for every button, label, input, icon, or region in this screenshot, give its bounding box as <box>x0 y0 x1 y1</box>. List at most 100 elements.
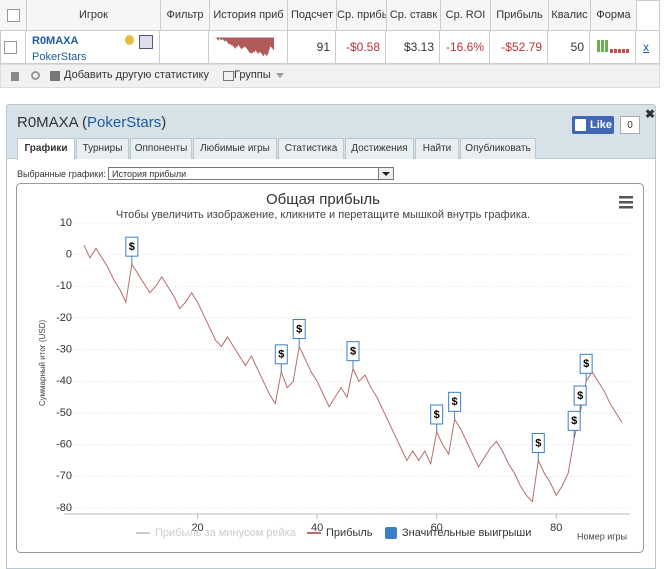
cell: $3.13 <box>387 31 440 64</box>
refresh-icon[interactable] <box>31 71 40 80</box>
flag-label: $ <box>577 390 583 402</box>
cell: 50 <box>549 31 590 64</box>
cell: -$52.79 <box>491 31 548 64</box>
x-tick-label: 80 <box>550 522 562 534</box>
header-cell[interactable]: Игрок <box>27 0 161 30</box>
header-cell[interactable]: Ср. ставк <box>387 0 441 30</box>
y-tick-label: -60 <box>56 439 72 451</box>
cell: -$0.58 <box>337 31 386 64</box>
player-name: R0MAXA <box>17 114 78 131</box>
checkbox[interactable] <box>6 9 20 22</box>
cell: R0MAXA PokerStars <box>27 31 160 64</box>
flag-label: $ <box>278 349 284 361</box>
flag-box <box>579 353 593 374</box>
flag-label: $ <box>296 323 302 335</box>
tab[interactable]: Оппоненты <box>130 138 192 159</box>
profit-line <box>83 244 623 503</box>
y-tick-label: -80 <box>56 502 72 514</box>
y-tick-label: -20 <box>56 312 72 324</box>
legend-label[interactable]: Значительные выигрыши <box>402 527 531 539</box>
export-icon[interactable] <box>139 35 153 49</box>
flag-label: $ <box>129 241 135 253</box>
form-icon <box>597 40 629 53</box>
flag-label: $ <box>535 437 541 449</box>
legend-label[interactable]: Прибыль за минусом рейка <box>155 527 297 539</box>
flag-box <box>125 236 139 257</box>
flag-label: $ <box>350 346 356 358</box>
tab[interactable]: Найти <box>415 138 459 159</box>
y-tick-label: -40 <box>56 375 72 387</box>
header-cell[interactable]: Прибыль <box>491 0 549 30</box>
add-icon <box>50 71 60 81</box>
add-stat-button[interactable]: Добавить другую статистику <box>64 69 209 81</box>
x-tick-label: 60 <box>431 522 443 534</box>
big-win-flag: $ <box>346 341 360 369</box>
header-cell[interactable]: Ср. прибы <box>337 0 387 30</box>
big-win-flag: $ <box>531 433 545 461</box>
menu-icon[interactable] <box>619 196 633 209</box>
tab[interactable]: Графики <box>17 138 75 160</box>
chart: Общая прибыль Чтобы увеличить изображени… <box>16 183 644 553</box>
cell <box>591 31 636 64</box>
flag-box <box>531 433 545 453</box>
tab[interactable]: Статистика <box>278 138 344 159</box>
select-arrow <box>378 168 393 179</box>
y-tick-label: -30 <box>56 344 72 356</box>
close-button[interactable]: ✖ <box>645 107 656 121</box>
y-axis-label: Суммарный итог (USD) <box>38 320 47 407</box>
big-win-flag: $ <box>567 410 581 439</box>
tab[interactable]: Достижения <box>345 138 414 159</box>
tab[interactable]: Любимые игры <box>193 138 277 159</box>
remove-link[interactable]: x <box>643 40 649 54</box>
header-cell[interactable]: Подсчет <box>288 0 337 30</box>
tab[interactable]: Турниры <box>76 138 129 159</box>
flag-label: $ <box>571 415 577 427</box>
cell-border <box>287 31 288 64</box>
flag-box <box>274 344 288 365</box>
select-label: Выбранные графики: <box>17 169 106 179</box>
site-link[interactable]: PokerStars <box>32 51 87 63</box>
flag-box <box>292 319 306 339</box>
flag-box <box>567 410 581 431</box>
legend-swatch <box>385 527 397 539</box>
tab[interactable]: Опубликовать <box>460 138 536 159</box>
sparkline <box>214 36 274 57</box>
player-link[interactable]: R0MAXA <box>32 35 79 47</box>
x-tick-label: 20 <box>191 522 203 534</box>
award-icon <box>125 35 134 45</box>
dropdown-arrow <box>276 73 284 78</box>
paren: ) <box>161 114 167 131</box>
flag-box <box>573 385 587 406</box>
big-win-flag: $ <box>125 236 139 265</box>
flag-box <box>448 391 462 412</box>
fb-icon <box>575 119 586 131</box>
groups-button[interactable]: Группы <box>234 69 271 81</box>
flag-label: $ <box>583 358 589 370</box>
header-cell[interactable]: Ср. ROI <box>441 0 491 30</box>
chart-frame <box>16 183 644 553</box>
trash-icon[interactable] <box>11 72 19 81</box>
cell <box>161 31 209 64</box>
header-cell[interactable]: Фильтр <box>161 0 210 30</box>
x-axis-label: Номер игры <box>577 531 627 541</box>
checkbox[interactable] <box>3 41 17 54</box>
header-cell[interactable]: Квалис <box>549 0 591 30</box>
chart-select[interactable]: История прибыли <box>108 167 394 180</box>
header-cell[interactable]: Форма <box>591 0 637 30</box>
like-count: 0 <box>620 116 640 134</box>
header-cell <box>0 0 27 30</box>
big-win-flag: $ <box>448 391 462 420</box>
panel-title: R0MAXA (PokerStars) <box>17 114 166 131</box>
chart-subtitle: Чтобы увеличить изображение, кликните и … <box>116 209 530 221</box>
flag-label: $ <box>434 409 440 421</box>
site-link[interactable]: PokerStars <box>87 114 162 131</box>
legend-label[interactable]: Прибыль <box>326 527 373 539</box>
x-tick-label: 40 <box>311 522 323 534</box>
cell: 91 <box>288 31 336 64</box>
header-cell[interactable]: История приб <box>210 0 288 30</box>
y-tick-label: 0 <box>66 249 72 261</box>
cell <box>0 31 26 64</box>
flag-box <box>346 341 360 362</box>
y-tick-label: -10 <box>56 280 72 292</box>
